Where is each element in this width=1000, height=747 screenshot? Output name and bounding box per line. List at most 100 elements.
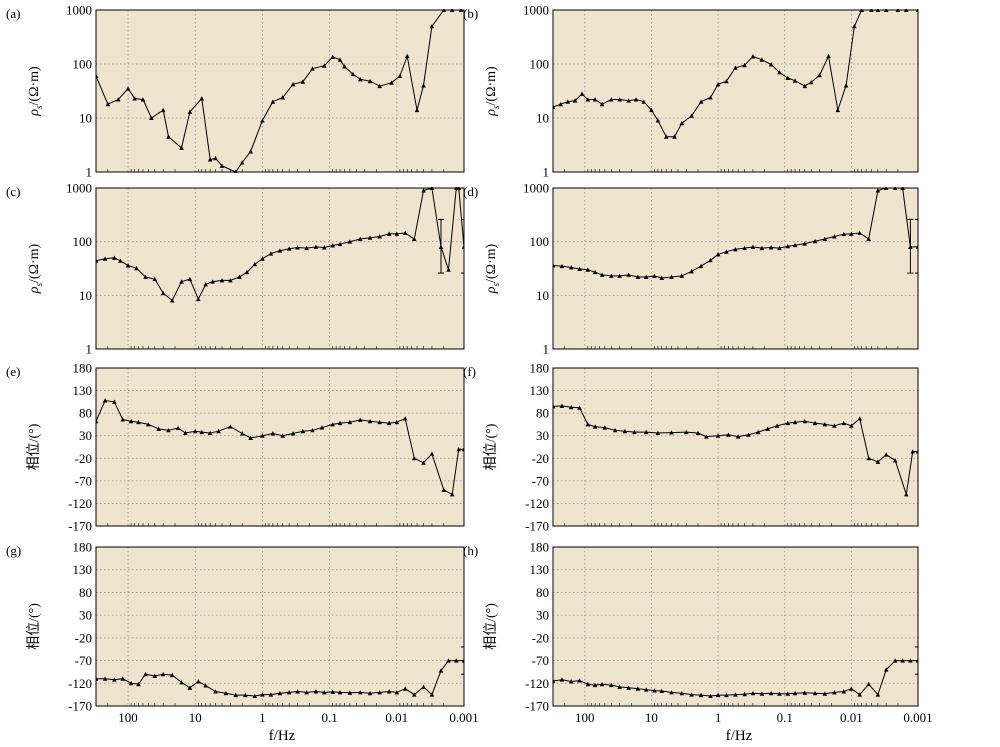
data-point <box>252 693 258 699</box>
data-point <box>136 419 141 425</box>
data-point <box>295 689 300 694</box>
data-series <box>96 646 464 699</box>
data-point <box>572 98 578 103</box>
data-point <box>169 672 175 678</box>
y-tick-label: 30 <box>79 608 92 623</box>
y-tick-label: 10 <box>79 288 92 303</box>
data-point <box>724 78 729 84</box>
data-point <box>768 245 774 250</box>
data-point <box>669 430 674 435</box>
data-point <box>377 234 382 239</box>
data-point <box>866 236 871 242</box>
data-point <box>635 274 641 279</box>
data-point <box>900 187 905 190</box>
data-point <box>841 420 847 426</box>
data-point <box>883 452 889 457</box>
data-point <box>669 274 674 279</box>
y-tick-label: 1 <box>543 342 550 357</box>
data-point <box>585 681 591 687</box>
data-point <box>394 419 400 425</box>
data-point <box>367 690 373 696</box>
data-point <box>322 690 327 695</box>
data-series <box>96 9 464 173</box>
data-point <box>105 101 111 107</box>
y-tick-label: 130 <box>530 383 550 398</box>
data-point <box>152 276 158 282</box>
data-point <box>592 269 598 275</box>
data-series <box>553 403 918 497</box>
data-point <box>96 73 99 78</box>
plot-area <box>96 547 464 706</box>
data-point <box>859 9 864 12</box>
data-point <box>643 274 649 279</box>
data-point <box>367 235 373 240</box>
data-point <box>792 242 798 248</box>
data-point <box>367 78 373 84</box>
data-point <box>404 53 410 59</box>
data-point <box>841 231 847 237</box>
data-point <box>441 487 447 492</box>
data-point <box>822 691 828 696</box>
panel-label: (h) <box>463 543 478 558</box>
data-point <box>347 419 353 425</box>
data-point <box>632 429 637 435</box>
data-point <box>179 279 184 284</box>
y-tick-label: 180 <box>73 361 93 376</box>
data-point <box>347 239 353 244</box>
x-axis-label-right: f/Hz <box>726 728 753 744</box>
data-point <box>239 431 245 436</box>
data-point <box>187 685 193 690</box>
data-point <box>166 427 171 433</box>
plot-frame <box>552 367 919 527</box>
data-point <box>659 688 665 694</box>
plot-area <box>553 547 918 706</box>
y-tick-label: -170 <box>68 519 92 534</box>
plot-area <box>553 188 918 349</box>
data-point <box>599 101 605 107</box>
data-point <box>143 274 148 279</box>
x-axis-left: 100 10 1 0.1 0.01 0.001 <box>118 710 478 725</box>
y-axis-label: ρs/(Ω·m) <box>27 243 44 294</box>
x-tick-label: 10 <box>189 710 202 725</box>
data-point <box>286 246 292 251</box>
data-point <box>857 230 862 236</box>
data-point <box>832 690 837 695</box>
x-tick-label: 0.01 <box>385 710 408 725</box>
data-point <box>626 272 631 277</box>
data-point <box>367 418 373 424</box>
x-tick-label: 0.001 <box>449 710 478 725</box>
data-point <box>742 691 747 697</box>
plot-area <box>96 188 464 349</box>
data-point <box>429 187 435 190</box>
data-point <box>617 684 622 689</box>
data-point <box>852 23 857 29</box>
data-point <box>875 459 881 464</box>
data-point <box>120 417 126 422</box>
data-point <box>125 263 131 268</box>
data-point <box>210 279 215 284</box>
y-tick-label: -170 <box>525 699 549 714</box>
data-point <box>908 658 913 663</box>
data-point <box>724 249 729 254</box>
data-point <box>175 425 181 431</box>
data-point <box>777 70 782 75</box>
data-point <box>304 690 309 695</box>
data-point <box>792 78 798 83</box>
data-point <box>759 245 765 251</box>
data-point <box>213 155 218 161</box>
data-point <box>160 290 166 296</box>
data-series <box>553 646 918 699</box>
data-point <box>577 678 582 683</box>
data-point <box>438 244 444 249</box>
data-point <box>869 9 874 12</box>
data-point <box>438 668 444 673</box>
y-tick-label: -70 <box>75 653 92 668</box>
x-tick-label: 0.1 <box>321 710 337 725</box>
data-point <box>774 423 780 428</box>
data-point <box>456 187 461 190</box>
data-series <box>553 9 918 139</box>
data-point <box>659 275 665 281</box>
data-point <box>599 681 605 687</box>
data-point <box>750 54 756 59</box>
data-point <box>733 692 738 697</box>
